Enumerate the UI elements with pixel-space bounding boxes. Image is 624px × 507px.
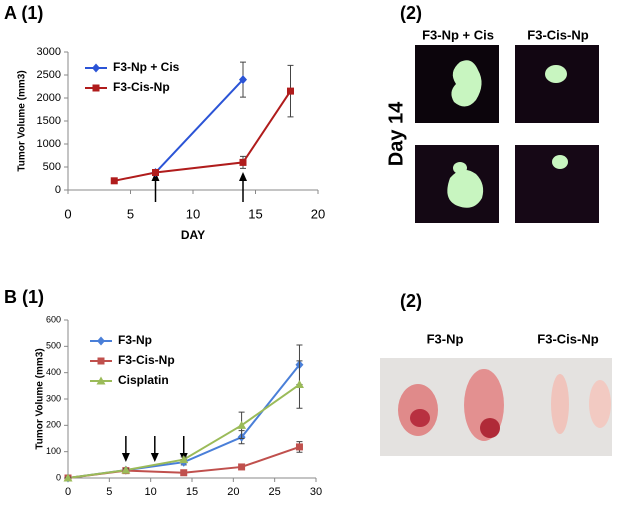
x-tick-label: 20 bbox=[311, 206, 325, 221]
data-point bbox=[110, 177, 118, 185]
y-tick-label: 500 bbox=[46, 341, 61, 351]
y-tick-label: 1000 bbox=[37, 138, 61, 150]
legend-label: F3-Np bbox=[118, 333, 152, 347]
legend-marker bbox=[96, 376, 106, 385]
x-axis-label: DAY bbox=[181, 228, 205, 242]
y-tick-label: 1500 bbox=[37, 115, 61, 127]
y-tick-label: 500 bbox=[43, 161, 61, 173]
legend-label: F3-Cis-Np bbox=[118, 353, 175, 367]
y-tick-label: 200 bbox=[46, 420, 61, 430]
data-line bbox=[154, 78, 244, 174]
fluorescence-images bbox=[415, 45, 599, 223]
row-label: Day 14 bbox=[385, 101, 407, 166]
data-point bbox=[239, 158, 247, 166]
tumor-photo bbox=[380, 358, 612, 456]
x-tick-label: 0 bbox=[64, 206, 71, 221]
arrow-head bbox=[121, 453, 130, 462]
y-tick-label: 600 bbox=[46, 314, 61, 324]
panel-label: (2) bbox=[400, 3, 422, 23]
panel-label: (2) bbox=[400, 291, 422, 311]
x-tick-label: 15 bbox=[248, 206, 262, 221]
panel-label: A (1) bbox=[4, 3, 43, 23]
arrow-head bbox=[239, 172, 247, 181]
panel-label: B (1) bbox=[4, 287, 44, 307]
y-tick-label: 300 bbox=[46, 393, 61, 403]
x-tick-label: 30 bbox=[310, 486, 322, 498]
legend-marker bbox=[97, 336, 105, 346]
data-point bbox=[121, 465, 131, 474]
y-tick-label: 400 bbox=[46, 367, 61, 377]
legend-label: F3-Np + Cis bbox=[113, 60, 180, 74]
column-label: F3-Cis-Np bbox=[527, 27, 588, 42]
data-point bbox=[63, 473, 73, 482]
legend-marker bbox=[92, 63, 100, 73]
legend-label: Cisplatin bbox=[118, 373, 169, 387]
data-line bbox=[114, 90, 292, 182]
data-point bbox=[180, 469, 188, 477]
column-label: F3-Np bbox=[427, 331, 464, 346]
data-point bbox=[237, 420, 247, 429]
column-label: F3-Cis-Np bbox=[537, 331, 598, 346]
y-tick-label: 0 bbox=[56, 472, 61, 482]
y-tick-label: 0 bbox=[55, 184, 61, 196]
y-tick-label: 2000 bbox=[37, 92, 61, 104]
x-tick-label: 10 bbox=[145, 486, 157, 498]
data-point bbox=[287, 87, 294, 95]
y-axis-label: Tumor Volume (mm3) bbox=[17, 70, 28, 171]
legend-marker bbox=[92, 84, 100, 92]
column-label: F3-Np + Cis bbox=[422, 27, 494, 42]
data-point bbox=[239, 75, 247, 85]
y-tick-label: 100 bbox=[46, 446, 61, 456]
x-tick-label: 5 bbox=[106, 486, 112, 498]
y-tick-label: 3000 bbox=[37, 46, 61, 58]
x-tick-label: 25 bbox=[269, 486, 281, 498]
arrow-head bbox=[150, 453, 159, 462]
data-point bbox=[238, 463, 246, 471]
x-tick-label: 0 bbox=[65, 486, 71, 498]
y-tick-label: 2500 bbox=[37, 69, 61, 81]
data-point bbox=[152, 169, 159, 177]
y-axis-label: Tumor Volume (mm3) bbox=[35, 348, 46, 449]
data-point bbox=[179, 455, 189, 464]
x-tick-label: 5 bbox=[127, 206, 134, 221]
legend-marker bbox=[97, 357, 105, 365]
x-tick-label: 20 bbox=[227, 486, 239, 498]
x-tick-label: 10 bbox=[186, 206, 200, 221]
legend-label: F3-Cis-Np bbox=[113, 80, 170, 94]
data-point bbox=[295, 443, 303, 451]
data-point bbox=[294, 380, 304, 389]
x-tick-label: 15 bbox=[186, 486, 198, 498]
